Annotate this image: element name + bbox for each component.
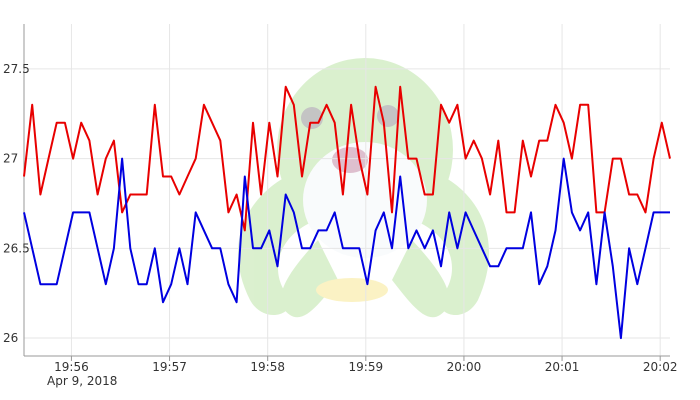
x-tick-label: 19:56 bbox=[54, 360, 89, 374]
x-axis-tick-labels: 19:56 19:57 19:58 19:59 20:00 20:01 20:02 bbox=[54, 360, 677, 374]
series-lines bbox=[23, 85, 671, 340]
octopus-tentacle-right bbox=[418, 170, 490, 316]
octopus-tentacle-bottom-right bbox=[392, 240, 449, 318]
y-tick-label: 26.5 bbox=[3, 241, 30, 255]
axes bbox=[23, 24, 670, 361]
series-line-2 bbox=[23, 157, 670, 340]
octopus-tentacle-bottom-left bbox=[281, 240, 338, 318]
x-tick-label: 19:59 bbox=[349, 360, 384, 374]
y-axis-tick-labels: 26 26.5 27 27.5 bbox=[3, 62, 30, 345]
octopus-bowl bbox=[316, 278, 388, 302]
x-tick-label: 20:02 bbox=[643, 360, 678, 374]
x-tick-label: 20:01 bbox=[545, 360, 580, 374]
y-tick-label: 27.5 bbox=[3, 62, 30, 76]
octopus-body bbox=[277, 58, 453, 242]
series-line-1 bbox=[23, 85, 671, 232]
x-axis-date-label: Apr 9, 2018 bbox=[47, 374, 117, 388]
octopus-face bbox=[303, 142, 427, 258]
y-tick-label: 27 bbox=[3, 152, 18, 166]
x-tick-label: 19:58 bbox=[250, 360, 285, 374]
x-tick-label: 19:57 bbox=[152, 360, 187, 374]
x-tick-label: 20:00 bbox=[447, 360, 482, 374]
octopus-eye-right bbox=[377, 105, 399, 127]
y-tick-label: 26 bbox=[3, 331, 18, 345]
octopus-tentacle-left bbox=[238, 170, 312, 316]
